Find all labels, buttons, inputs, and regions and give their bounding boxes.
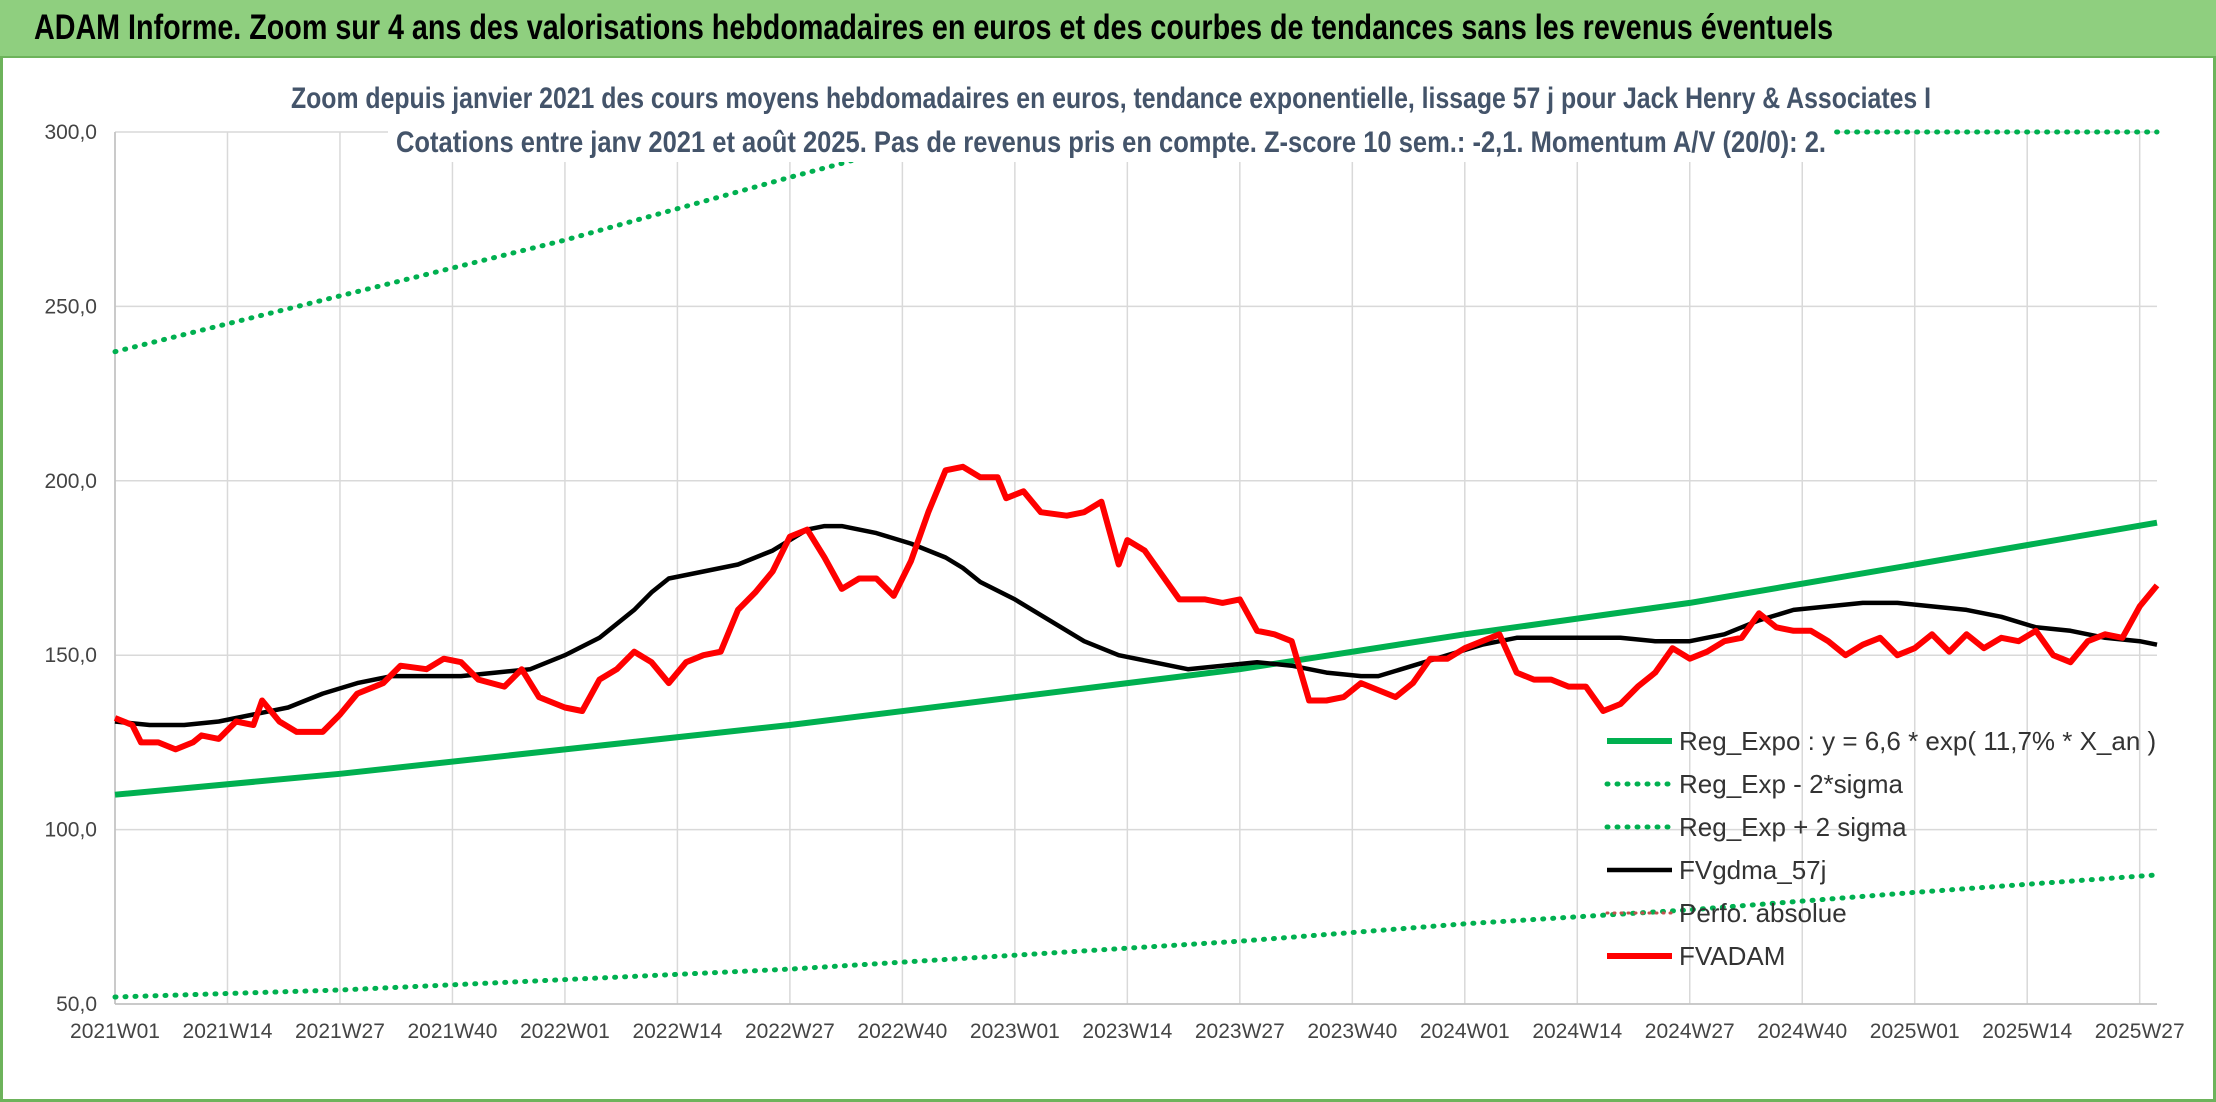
series-line bbox=[112, 129, 2160, 355]
x-tick-label: 2022W01 bbox=[520, 1020, 610, 1043]
chart-title-bg bbox=[283, 76, 1939, 118]
grid-lines bbox=[114, 131, 2157, 1005]
series-layer bbox=[112, 129, 2160, 1000]
x-tick-label: 2024W40 bbox=[1757, 1020, 1847, 1043]
x-axis-tick-labels: 2021W01 2021W14 2021W27 2021W40 2022W01 2022W… bbox=[70, 1020, 2185, 1043]
x-tick-label: 2022W14 bbox=[632, 1020, 722, 1043]
legend-label: FVgdma_57j bbox=[1679, 855, 1826, 885]
y-tick-label: 150,0 bbox=[44, 644, 97, 667]
header-bar: ADAM Informe. Zoom sur 4 ans des valoris… bbox=[0, 0, 2216, 58]
chart-title-bg bbox=[388, 120, 1834, 162]
legend-label: Perfo. absolue bbox=[1679, 898, 1847, 928]
x-tick-label: 2023W27 bbox=[1195, 1020, 1285, 1043]
page-title: ADAM Informe. Zoom sur 4 ans des valoris… bbox=[34, 8, 1834, 47]
y-tick-label: 300,0 bbox=[44, 121, 97, 144]
x-tick-label: 2024W14 bbox=[1532, 1020, 1622, 1043]
legend: Reg_Expo : y = 6,6 * exp( 11,7% * X_an )… bbox=[1604, 726, 2156, 971]
x-tick-label: 2022W40 bbox=[857, 1020, 947, 1043]
legend-label: Reg_Expo : y = 6,6 * exp( 11,7% * X_an ) bbox=[1679, 726, 2156, 756]
series-line bbox=[113, 463, 2160, 753]
y-axis-tick-labels: 50,0 100,0 150,0 200,0 250,0 300,0 bbox=[44, 121, 97, 1016]
x-tick-label: 2025W01 bbox=[1870, 1020, 1960, 1043]
y-tick-label: 100,0 bbox=[44, 819, 97, 842]
x-tick-label: 2023W40 bbox=[1307, 1020, 1397, 1043]
legend-label: Reg_Exp - 2*sigma bbox=[1679, 769, 1904, 799]
chart-title-line: Cotations entre janv 2021 et août 2025. … bbox=[396, 126, 1826, 159]
x-tick-label: 2023W14 bbox=[1082, 1020, 1172, 1043]
x-tick-label: 2025W27 bbox=[2095, 1020, 2185, 1043]
series-line bbox=[112, 872, 2160, 1000]
x-tick-label: 2022W27 bbox=[745, 1020, 835, 1043]
x-tick-label: 2021W14 bbox=[183, 1020, 273, 1043]
x-tick-label: 2021W27 bbox=[295, 1020, 385, 1043]
x-tick-label: 2024W01 bbox=[1420, 1020, 1510, 1043]
chart-title-line: Zoom depuis janvier 2021 des cours moyen… bbox=[291, 82, 1931, 115]
x-tick-label: 2023W01 bbox=[970, 1020, 1060, 1043]
series-line bbox=[114, 523, 2158, 728]
x-tick-label: 2024W27 bbox=[1645, 1020, 1735, 1043]
series-line bbox=[114, 519, 2158, 798]
chart-frame: 50,0 100,0 150,0 200,0 250,0 300,0 2021W01 202… bbox=[0, 58, 2216, 1102]
x-tick-label: 2021W40 bbox=[407, 1020, 497, 1043]
legend-label: Reg_Exp + 2 sigma bbox=[1679, 812, 1907, 842]
x-tick-label: 2021W01 bbox=[70, 1020, 160, 1043]
y-tick-label: 250,0 bbox=[44, 295, 97, 318]
legend-label: FVADAM bbox=[1679, 941, 1785, 971]
y-tick-label: 200,0 bbox=[44, 470, 97, 493]
y-tick-label: 50,0 bbox=[56, 993, 97, 1016]
chart-title: Zoom depuis janvier 2021 des cours moyen… bbox=[283, 76, 1939, 162]
x-tick-label: 2025W14 bbox=[1982, 1020, 2072, 1043]
